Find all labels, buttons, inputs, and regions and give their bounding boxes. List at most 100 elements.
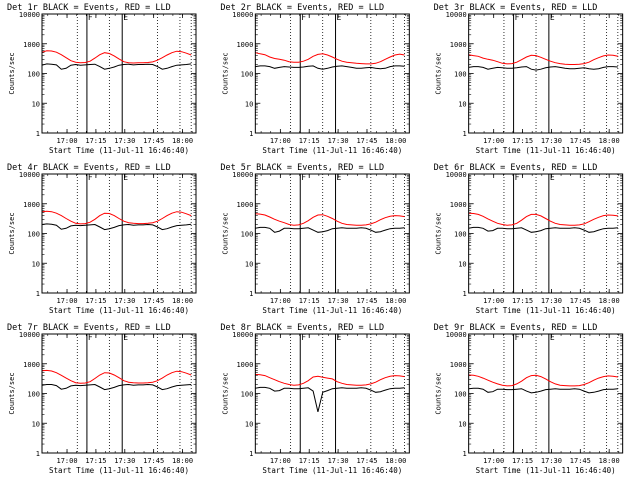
chart-title: Det 5r BLACK = Events, RED = LLD xyxy=(220,163,384,173)
flag-label: E xyxy=(550,13,555,22)
y-tick-label: 10000 xyxy=(232,11,253,19)
y-axis-label: Counts/sec xyxy=(221,212,229,254)
x-tick-label: 18:00 xyxy=(599,137,620,145)
chart-panel-det-3: Det 3r BLACK = Events, RED = LLD 1 10 100 10… xyxy=(434,3,624,155)
y-tick-label: 100 xyxy=(241,231,254,239)
series-events-line xyxy=(468,66,618,71)
plot-frame xyxy=(254,333,410,454)
y-tick-label: 10000 xyxy=(19,171,40,179)
y-tick-label: 1000 xyxy=(236,361,253,369)
series-lld-line xyxy=(468,374,618,387)
x-axis-label: Start Time (11-Jul-11 16:46:40) xyxy=(49,146,189,155)
y-tick-label: 10000 xyxy=(446,171,467,179)
y-axis-label: Counts/sec xyxy=(435,372,443,414)
chart-panel-det-8: Det 8r BLACK = Events, RED = LLD 1 10 100 10… xyxy=(220,323,410,475)
plot-frame xyxy=(254,13,410,134)
flag-label: F xyxy=(301,173,306,182)
chart-panel-det-6: Det 6r BLACK = Events, RED = LLD 1 10 100 10… xyxy=(434,163,624,315)
x-tick-label: 17:00 xyxy=(483,137,504,145)
y-tick-label: 10000 xyxy=(446,11,467,19)
series-lld-line xyxy=(41,50,192,64)
x-tick-label: 18:00 xyxy=(172,297,193,305)
y-axis-label: Counts/sec xyxy=(435,52,443,94)
plot-frame xyxy=(254,173,410,294)
x-tick-label: 17:45 xyxy=(143,457,164,465)
plot-frame xyxy=(41,173,197,294)
y-tick-label: 10 xyxy=(32,100,40,108)
y-tick-label: 100 xyxy=(27,391,40,399)
series-events-line xyxy=(468,226,618,233)
y-tick-label: 1 xyxy=(462,290,466,298)
series-events-line xyxy=(255,65,405,70)
y-tick-label: 10000 xyxy=(446,331,467,339)
x-tick-label: 17:00 xyxy=(56,297,77,305)
x-tick-label: 17:30 xyxy=(114,137,135,145)
y-tick-label: 10 xyxy=(32,260,40,268)
x-tick-label: 17:30 xyxy=(114,297,135,305)
x-tick-label: 17:45 xyxy=(356,297,377,305)
chart-panel-det-7: Det 7r BLACK = Events, RED = LLD 1 10 100 10… xyxy=(7,323,197,475)
x-tick-label: 18:00 xyxy=(599,297,620,305)
x-tick-label: 17:15 xyxy=(299,297,320,305)
y-tick-label: 10 xyxy=(245,420,253,428)
x-tick-label: 17:15 xyxy=(512,297,533,305)
x-tick-label: 17:00 xyxy=(56,137,77,145)
y-tick-label: 100 xyxy=(454,391,467,399)
y-axis-label: Counts/sec xyxy=(435,212,443,254)
y-tick-label: 10 xyxy=(245,260,253,268)
x-tick-label: 17:45 xyxy=(570,297,591,305)
chart-title: Det 4r BLACK = Events, RED = LLD xyxy=(7,163,171,173)
x-tick-label: 17:15 xyxy=(85,137,106,145)
x-tick-label: 18:00 xyxy=(172,137,193,145)
series-lld-line xyxy=(255,373,405,386)
x-tick-label: 18:00 xyxy=(385,457,406,465)
flag-label: F xyxy=(301,333,306,342)
x-tick-label: 17:30 xyxy=(328,457,349,465)
chart-title: Det 7r BLACK = Events, RED = LLD xyxy=(7,323,171,333)
y-tick-label: 10000 xyxy=(19,331,40,339)
y-tick-label: 1 xyxy=(249,450,253,458)
y-tick-label: 10000 xyxy=(19,11,40,19)
series-lld-line xyxy=(468,54,618,65)
flag-label: E xyxy=(123,13,128,22)
x-tick-label: 17:00 xyxy=(270,457,291,465)
x-tick-label: 18:00 xyxy=(599,457,620,465)
chart-panel-det-5: Det 5r BLACK = Events, RED = LLD 1 10 100 10… xyxy=(220,163,410,315)
x-tick-label: 17:00 xyxy=(483,457,504,465)
y-tick-label: 1 xyxy=(36,450,40,458)
x-tick-label: 17:45 xyxy=(356,457,377,465)
x-tick-label: 17:45 xyxy=(356,137,377,145)
x-axis-label: Start Time (11-Jul-11 16:46:40) xyxy=(262,306,402,315)
x-tick-label: 17:00 xyxy=(270,297,291,305)
x-axis-label: Start Time (11-Jul-11 16:46:40) xyxy=(262,146,402,155)
y-tick-label: 10 xyxy=(32,420,40,428)
x-tick-label: 17:45 xyxy=(570,137,591,145)
y-tick-label: 1000 xyxy=(236,41,253,49)
series-events-line xyxy=(41,223,192,231)
series-lld-line xyxy=(41,369,192,384)
chart-title: Det 2r BLACK = Events, RED = LLD xyxy=(220,3,384,13)
y-tick-label: 10000 xyxy=(232,171,253,179)
plot-frame xyxy=(468,333,624,454)
plot-frame xyxy=(468,13,624,134)
y-tick-label: 100 xyxy=(241,71,254,79)
x-tick-label: 17:45 xyxy=(143,297,164,305)
flag-label: E xyxy=(337,13,342,22)
y-tick-label: 1 xyxy=(462,450,466,458)
x-tick-label: 17:30 xyxy=(328,137,349,145)
x-axis-label: Start Time (11-Jul-11 16:46:40) xyxy=(49,466,189,475)
y-tick-label: 10000 xyxy=(232,331,253,339)
x-tick-label: 17:30 xyxy=(541,297,562,305)
chart-title: Det 8r BLACK = Events, RED = LLD xyxy=(220,323,384,333)
chart-title: Det 3r BLACK = Events, RED = LLD xyxy=(434,3,598,13)
series-events-line xyxy=(255,226,405,233)
x-tick-label: 18:00 xyxy=(385,297,406,305)
flag-label: F xyxy=(515,173,520,182)
y-axis-label: Counts/sec xyxy=(221,52,229,94)
x-tick-label: 18:00 xyxy=(172,457,193,465)
series-events-line xyxy=(255,386,405,413)
y-tick-label: 1000 xyxy=(450,41,467,49)
y-tick-label: 100 xyxy=(454,71,467,79)
flag-label: F xyxy=(515,13,520,22)
